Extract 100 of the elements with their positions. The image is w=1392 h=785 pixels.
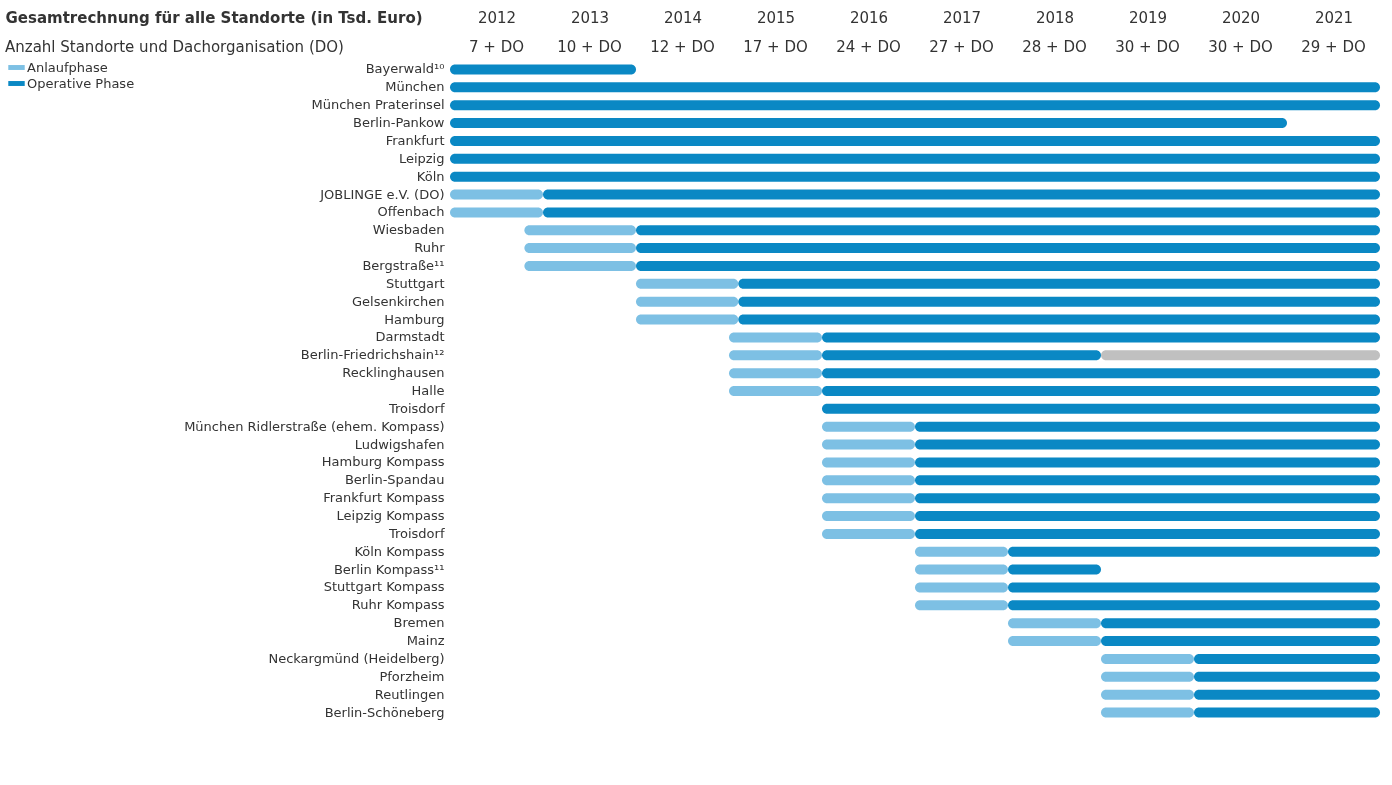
bar (1101, 653, 1194, 664)
y-tick-label: Gelsenkirchen (351, 293, 445, 309)
bar (1008, 564, 1101, 575)
x-axis-title: Gesamtrechnung für alle Standorte (in Tsd. Euro) (5, 8, 423, 27)
y-tick-label: Offenbach (377, 204, 445, 220)
y-tick-label: Berlin-Schöneberg (324, 704, 445, 720)
y-tick-label: Bergstraße¹¹ (362, 257, 445, 273)
bar (1101, 350, 1380, 361)
bar (1194, 653, 1380, 664)
bar (822, 386, 1380, 396)
y-tick-label: Bremen (393, 615, 445, 631)
bar (915, 439, 1380, 450)
x-tick-label: 2013 (570, 8, 610, 27)
bar (524, 260, 636, 271)
y-tick-label: Bayerwald¹⁰ (365, 61, 445, 77)
bar (822, 475, 915, 486)
y-tick-label: Hamburg (384, 311, 445, 327)
bar (636, 314, 739, 325)
bar (450, 82, 1380, 93)
bar (822, 457, 915, 468)
x-tick-label: 2021 (1314, 8, 1354, 27)
bar (915, 475, 1380, 486)
bar (636, 260, 1380, 271)
bar (822, 439, 915, 450)
bar (915, 457, 1380, 468)
bar (524, 225, 636, 236)
bar (1101, 671, 1194, 682)
text: 10 + DO (557, 38, 622, 56)
text: 30 + DO (1208, 38, 1273, 56)
bar (729, 386, 822, 396)
x-tick-label: 2018 (1035, 8, 1075, 27)
x-tick-label: 2015 (756, 8, 796, 27)
bar (450, 118, 1287, 129)
bar (636, 296, 739, 307)
bar (729, 350, 822, 361)
y-tick-label: Berlin-Pankow (352, 115, 445, 131)
y-tick-label: Berlin-Friedrichshain¹² (300, 347, 445, 363)
legend-label: Operative Phase (27, 75, 135, 91)
x-tick-label: 2020 (1221, 8, 1261, 27)
y-tick-label: Köln Kompass (354, 543, 445, 559)
y-tick-label: Ruhr Kompass (351, 597, 445, 613)
y-tick-label: Ruhr (414, 240, 446, 256)
bar (543, 207, 1380, 218)
bar (1194, 689, 1380, 700)
text: Anzahl Standorte und Dachorganisation (DO) (5, 38, 344, 56)
bar (1008, 636, 1101, 647)
bar (822, 421, 915, 432)
text: 27 + DO (929, 38, 994, 56)
bar (636, 278, 739, 289)
bar (915, 528, 1380, 539)
bar (822, 403, 1380, 414)
text: 24 + DO (836, 38, 901, 56)
bar (729, 332, 822, 343)
bar (1101, 707, 1194, 718)
bar (1194, 707, 1380, 718)
x-tick-label: 2019 (1128, 8, 1168, 27)
bar (915, 421, 1380, 432)
y-tick-label: Hamburg Kompass (321, 454, 445, 470)
bar (1008, 582, 1380, 593)
bar (915, 546, 1008, 557)
bar (1101, 618, 1380, 629)
bar (450, 207, 543, 218)
bar (543, 189, 1380, 200)
text: 7 + DO (468, 38, 525, 56)
bar (915, 564, 1008, 575)
bar (822, 493, 915, 504)
bar (1101, 636, 1380, 647)
bar (738, 296, 1380, 307)
bar (450, 171, 1380, 182)
bar (1194, 671, 1380, 682)
bar (915, 493, 1380, 504)
bar (915, 582, 1008, 593)
y-tick-label: Recklinghausen (342, 365, 445, 381)
y-tick-label: München Ridlerstraße (ehem. Kompass) (184, 418, 445, 434)
bar (450, 135, 1380, 146)
y-tick-label: Stuttgart Kompass (323, 579, 445, 595)
y-tick-label: Stuttgart (386, 275, 445, 291)
text: 29 + DO (1301, 38, 1366, 56)
y-tick-label: Pforzheim (379, 668, 445, 684)
y-tick-label: Leipzig Kompass (336, 508, 445, 524)
bar (636, 225, 1380, 236)
y-tick-label: Köln (416, 168, 445, 184)
y-tick-label: Berlin-Spandau (344, 472, 445, 488)
x-tick-label: 2012 (477, 8, 517, 27)
text: 17 + DO (743, 38, 808, 56)
y-tick-label: Frankfurt Kompass (323, 490, 445, 506)
text: 30 + DO (1115, 38, 1180, 56)
bar (822, 511, 915, 522)
y-tick-label: JOBLINGE e.V. (DO) (319, 186, 445, 202)
bar (738, 314, 1380, 325)
y-tick-label: Troisdorf (387, 400, 445, 416)
bar (1008, 600, 1380, 611)
bar (1008, 546, 1380, 557)
bar (450, 189, 543, 200)
bar (822, 368, 1380, 379)
y-tick-label: Frankfurt (385, 132, 445, 148)
y-tick-label: Wiesbaden (372, 222, 445, 238)
bar (450, 153, 1380, 164)
x-tick-label: 2016 (849, 8, 889, 27)
text: 12 + DO (650, 38, 715, 56)
